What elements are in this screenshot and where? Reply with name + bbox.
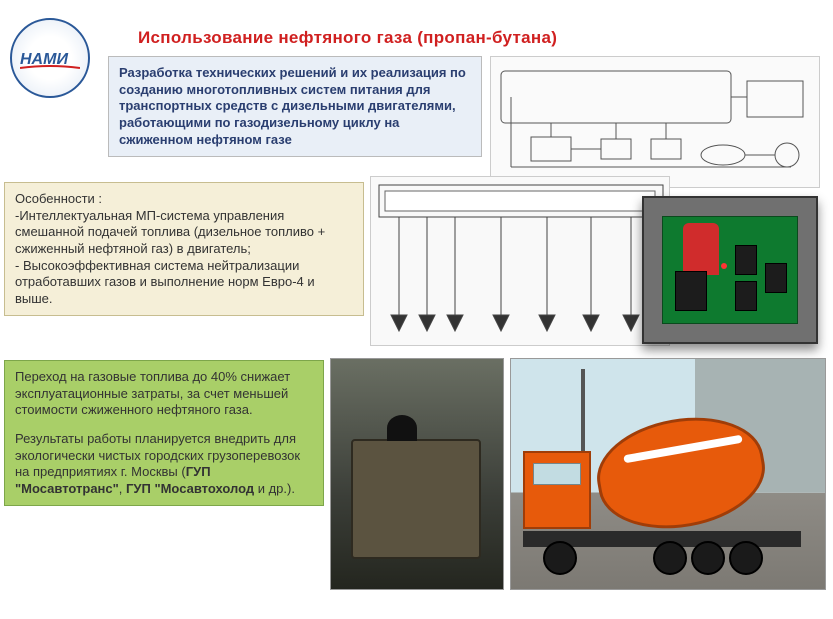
- wheel: [691, 541, 725, 575]
- chip-2: [735, 245, 757, 275]
- engine-test-photo: [330, 358, 504, 590]
- engine: [351, 439, 481, 559]
- schematic-middle: [370, 176, 670, 346]
- chip-4: [765, 263, 787, 293]
- features-line-2: - Высокоэффективная система нейтрализаци…: [15, 258, 353, 308]
- benefits-sep: ,: [119, 481, 126, 496]
- wire-bundle: [683, 223, 719, 275]
- schematic-top-svg: [491, 57, 821, 189]
- benefits-p2a: Результаты работы планируется внедрить д…: [15, 431, 300, 479]
- page-title: Использование нефтяного газа (пропан-бут…: [138, 28, 557, 48]
- schematic-top: [490, 56, 820, 188]
- features-box: Особенности : -Интеллектуальная МП-систе…: [4, 182, 364, 316]
- benefits-p2b: и др.).: [254, 481, 295, 496]
- truck-cab: [523, 451, 591, 529]
- ecu-photo: [642, 196, 818, 344]
- benefits-p2: Результаты работы планируется внедрить д…: [15, 431, 313, 498]
- benefits-box: Переход на газовые топлива до 40% снижае…: [4, 360, 324, 506]
- led-icon: [721, 263, 727, 269]
- intro-text: Разработка технических решений и их реал…: [119, 65, 466, 147]
- benefits-p1: Переход на газовые топлива до 40% снижае…: [15, 369, 313, 419]
- benefits-company-2: ГУП "Мосавтохолод: [126, 481, 254, 496]
- chip-3: [735, 281, 757, 311]
- mixer-truck-photo: [510, 358, 826, 590]
- features-line-1: -Интеллектуальная МП-система управления …: [15, 208, 353, 258]
- wheel: [543, 541, 577, 575]
- pcb: [662, 216, 798, 324]
- schematic-middle-svg: [371, 177, 671, 347]
- wheel: [653, 541, 687, 575]
- wheel: [729, 541, 763, 575]
- intro-box: Разработка технических решений и их реал…: [108, 56, 482, 157]
- nami-logo-svg: НАМИ: [20, 46, 80, 70]
- nami-logo: НАМИ: [10, 18, 90, 98]
- chip-1: [675, 271, 707, 311]
- features-heading: Особенности :: [15, 191, 353, 208]
